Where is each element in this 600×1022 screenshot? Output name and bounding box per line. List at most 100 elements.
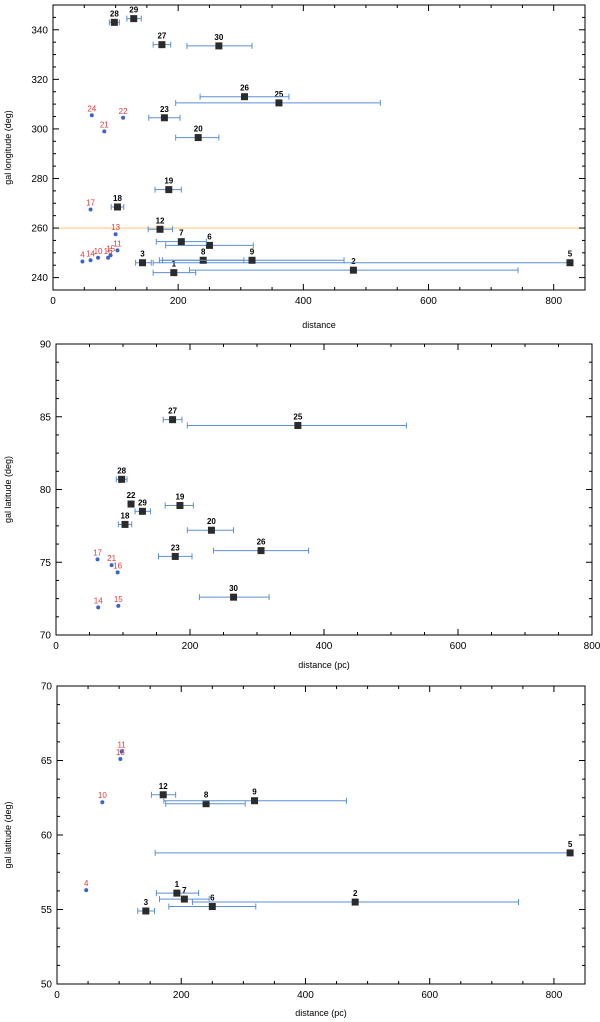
data-point	[102, 129, 107, 134]
y-tick-label: 340	[31, 25, 48, 36]
point-label: 29	[129, 6, 138, 15]
data-point	[142, 907, 150, 915]
data-point	[176, 502, 184, 510]
data-point	[106, 255, 111, 260]
data-point	[113, 232, 118, 237]
plot-frame	[55, 343, 593, 636]
data-point	[115, 248, 120, 253]
x-tick-label: 600	[450, 641, 467, 652]
point-label: 16	[113, 561, 122, 570]
point-label: 19	[164, 177, 173, 186]
data-point	[180, 895, 188, 903]
plot-frame	[56, 685, 586, 985]
data-point	[351, 898, 359, 906]
data-point	[115, 570, 120, 575]
y-tick-label: 65	[41, 756, 53, 767]
x-axis-label: distance (pc)	[295, 1008, 347, 1018]
y-tick-label: 90	[40, 340, 52, 351]
point-label: 4	[80, 251, 85, 260]
point-label: 11	[113, 239, 122, 248]
point-label: 11	[117, 741, 126, 750]
data-point	[130, 15, 138, 23]
x-tick-label: 800	[545, 296, 562, 307]
data-point	[230, 593, 238, 601]
data-point	[109, 563, 114, 568]
point-label: 1	[172, 260, 177, 269]
data-point	[108, 253, 113, 258]
y-axis-label: gal latitude (deg)	[3, 801, 13, 868]
data-point	[248, 256, 256, 264]
point-label: 13	[116, 748, 125, 757]
data-point	[121, 520, 129, 528]
data-point	[165, 186, 173, 194]
point-label: 21	[100, 120, 109, 129]
point-label: 21	[107, 554, 116, 563]
point-label: 2	[351, 257, 356, 266]
point-label: 26	[257, 538, 266, 547]
data-point	[139, 259, 147, 267]
point-label: 15	[106, 244, 115, 253]
point-label: 22	[127, 491, 136, 500]
point-label: 7	[179, 229, 184, 238]
x-tick-label: 0	[50, 296, 56, 307]
data-point	[202, 800, 210, 808]
point-label: 17	[93, 548, 102, 557]
data-point	[173, 889, 181, 897]
data-point	[275, 99, 283, 107]
point-label: 4	[84, 879, 89, 888]
point-label: 12	[156, 216, 165, 225]
y-tick-label: 320	[31, 75, 48, 86]
data-point	[100, 800, 105, 805]
point-label: 3	[144, 898, 149, 907]
data-point	[121, 115, 126, 120]
y-tick-label: 50	[41, 980, 53, 991]
point-label: 8	[201, 247, 206, 256]
data-point	[566, 259, 574, 267]
point-label: 27	[157, 32, 166, 41]
y-tick-label: 260	[31, 224, 48, 235]
x-tick-label: 400	[316, 641, 333, 652]
point-label: 26	[240, 84, 249, 93]
data-point	[116, 603, 121, 608]
point-label: 16	[104, 247, 113, 256]
x-tick-label: 200	[173, 990, 190, 1001]
data-point	[215, 42, 223, 50]
x-axis-label: distance	[302, 320, 336, 330]
point-label: 23	[160, 105, 169, 114]
data-point	[159, 791, 167, 799]
point-label: 19	[175, 493, 184, 502]
point-label: 20	[207, 517, 216, 526]
point-label: 8	[204, 791, 209, 800]
data-point	[113, 203, 121, 211]
x-tick-label: 200	[170, 296, 187, 307]
y-axis-label: gal longitude (deg)	[3, 110, 13, 185]
x-tick-label: 0	[54, 990, 60, 1001]
y-tick-label: 240	[31, 273, 48, 284]
y-tick-label: 75	[40, 558, 52, 569]
point-label: 25	[274, 90, 283, 99]
point-label: 6	[207, 232, 212, 241]
point-label: 1	[175, 880, 180, 889]
x-tick-label: 200	[182, 641, 199, 652]
point-label: 9	[252, 788, 257, 797]
data-point	[118, 757, 123, 762]
data-point	[170, 269, 178, 277]
point-label: 14	[86, 249, 95, 258]
data-point	[119, 749, 124, 754]
chart-panel-1: 0 200 400 600 800240260280300320340distanceg…	[3, 4, 586, 330]
data-point	[138, 507, 146, 515]
data-point	[118, 475, 126, 483]
point-label: 24	[87, 104, 96, 113]
data-point	[84, 888, 89, 893]
point-label: 10	[98, 791, 107, 800]
point-label: 7	[182, 886, 187, 895]
point-label: 27	[168, 407, 177, 416]
point-label: 9	[250, 247, 255, 256]
point-label: 3	[140, 250, 145, 259]
point-label: 18	[121, 511, 130, 520]
data-point	[208, 903, 216, 911]
data-point	[207, 526, 215, 534]
y-axis-label: gal latitude (deg)	[3, 456, 13, 523]
data-point	[160, 114, 168, 122]
